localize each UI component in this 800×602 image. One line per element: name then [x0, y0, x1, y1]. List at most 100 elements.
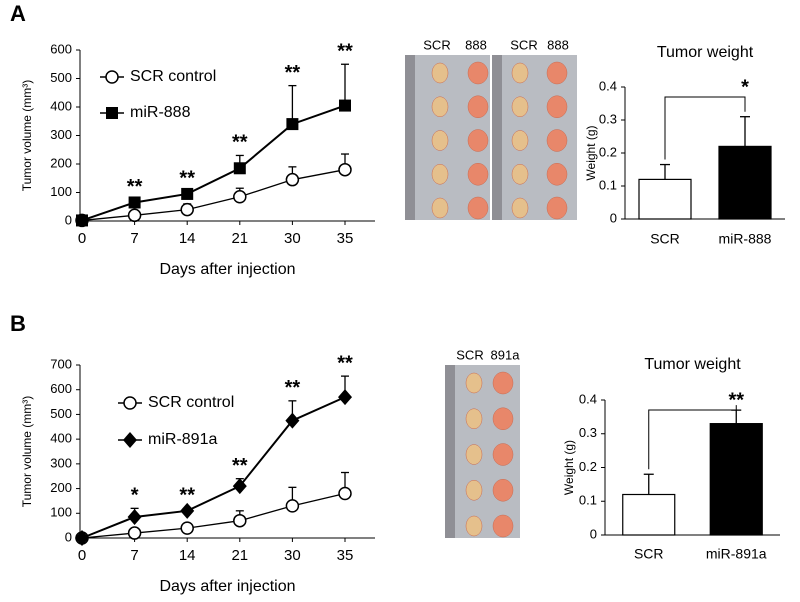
legend-marker	[105, 70, 119, 84]
series-line	[81, 169, 346, 222]
x-tick-label: 30	[284, 230, 301, 247]
data-point	[76, 214, 88, 227]
data-point	[75, 530, 89, 546]
tumor	[431, 62, 449, 84]
tumor	[467, 61, 489, 85]
data-point	[180, 202, 194, 217]
significance-label: **	[728, 389, 744, 411]
tumor	[511, 164, 529, 185]
y-tick-label: 0.4	[599, 78, 617, 93]
tumor	[511, 62, 529, 84]
tumor	[492, 407, 514, 430]
tumor	[492, 443, 514, 466]
photo-ruler	[445, 365, 455, 538]
tumor	[465, 515, 483, 537]
y-tick-label: 100	[50, 505, 72, 520]
legend-marker	[106, 107, 118, 119]
y-tick-label: 0.2	[579, 459, 597, 474]
data-point	[285, 412, 300, 429]
x-tick-label: SCR	[650, 231, 680, 247]
data-point	[232, 478, 247, 495]
x-tick-label: miR-888	[719, 231, 772, 247]
significance-bracket	[664, 96, 746, 160]
chart-title: Tumor weight	[644, 356, 741, 373]
y-tick-label: 500	[50, 70, 72, 85]
chart-title: Tumor weight	[657, 44, 754, 61]
x-tick-label: 30	[284, 547, 301, 564]
bar	[718, 145, 772, 220]
y-tick-label: 0	[590, 526, 597, 541]
y-tick-label: 0	[610, 210, 617, 225]
data-point	[127, 508, 142, 525]
data-point	[285, 172, 300, 187]
legend-marker	[123, 396, 137, 410]
significance-label: **	[232, 455, 248, 477]
significance-label: **	[337, 352, 353, 374]
tumor	[467, 163, 489, 186]
tumor	[431, 197, 449, 219]
y-tick-label: 400	[50, 431, 72, 446]
y-tick-label: 100	[50, 184, 72, 199]
significance-label: **	[337, 41, 353, 63]
data-point	[338, 486, 352, 501]
panel-label: A	[10, 1, 26, 26]
series-line	[81, 396, 346, 539]
data-point	[285, 499, 300, 513]
y-tick-label: 0.3	[579, 425, 597, 440]
data-point	[180, 502, 195, 519]
significance-label: **	[179, 485, 195, 507]
x-axis-label: Days after injection	[159, 261, 295, 278]
photo-label: SCR	[456, 347, 483, 362]
photo-label: 888	[465, 37, 487, 52]
y-tick-label: 0.2	[599, 144, 617, 159]
bar	[709, 423, 763, 536]
x-tick-label: 21	[231, 230, 248, 247]
tumor	[465, 480, 483, 501]
data-point	[128, 196, 141, 209]
y-axis-label: Weight (g)	[584, 125, 598, 180]
significance-label: *	[131, 485, 139, 507]
x-tick-label: SCR	[634, 546, 664, 562]
data-point	[338, 389, 352, 406]
x-tick-label: 0	[78, 547, 86, 564]
data-point	[286, 118, 299, 131]
significance-label: *	[741, 76, 749, 98]
photo-label: 888	[547, 37, 569, 52]
data-point	[181, 187, 194, 200]
x-tick-label: 14	[179, 547, 196, 564]
tumor	[546, 95, 568, 118]
photo-ruler	[492, 55, 502, 220]
x-tick-label: 21	[231, 547, 248, 564]
data-point	[127, 208, 142, 223]
y-tick-label: 700	[50, 356, 72, 371]
data-point	[233, 162, 246, 175]
photo-label: SCR	[423, 37, 450, 52]
significance-label: **	[179, 167, 195, 189]
x-tick-label: 7	[130, 230, 138, 247]
significance-bracket	[648, 405, 737, 470]
photo-label: 891a	[491, 347, 521, 362]
tumor	[467, 129, 489, 152]
x-tick-label: 7	[130, 547, 138, 564]
tumor	[492, 371, 514, 395]
legend-label: SCR control	[148, 394, 234, 411]
data-point	[180, 521, 194, 535]
bar	[638, 178, 692, 220]
y-tick-label: 600	[50, 41, 72, 56]
tumor	[467, 196, 489, 220]
data-point	[127, 526, 142, 540]
tumor	[511, 130, 529, 151]
bar	[622, 493, 676, 536]
x-tick-label: 0	[78, 230, 86, 247]
y-tick-label: 300	[50, 127, 72, 142]
y-tick-label: 0.1	[579, 493, 597, 508]
y-tick-label: 600	[50, 381, 72, 396]
photo-ruler	[405, 55, 415, 220]
x-tick-label: 35	[337, 547, 354, 564]
tumor	[431, 96, 449, 117]
data-point	[233, 513, 247, 528]
tumor	[465, 408, 483, 429]
significance-label: **	[285, 62, 301, 84]
